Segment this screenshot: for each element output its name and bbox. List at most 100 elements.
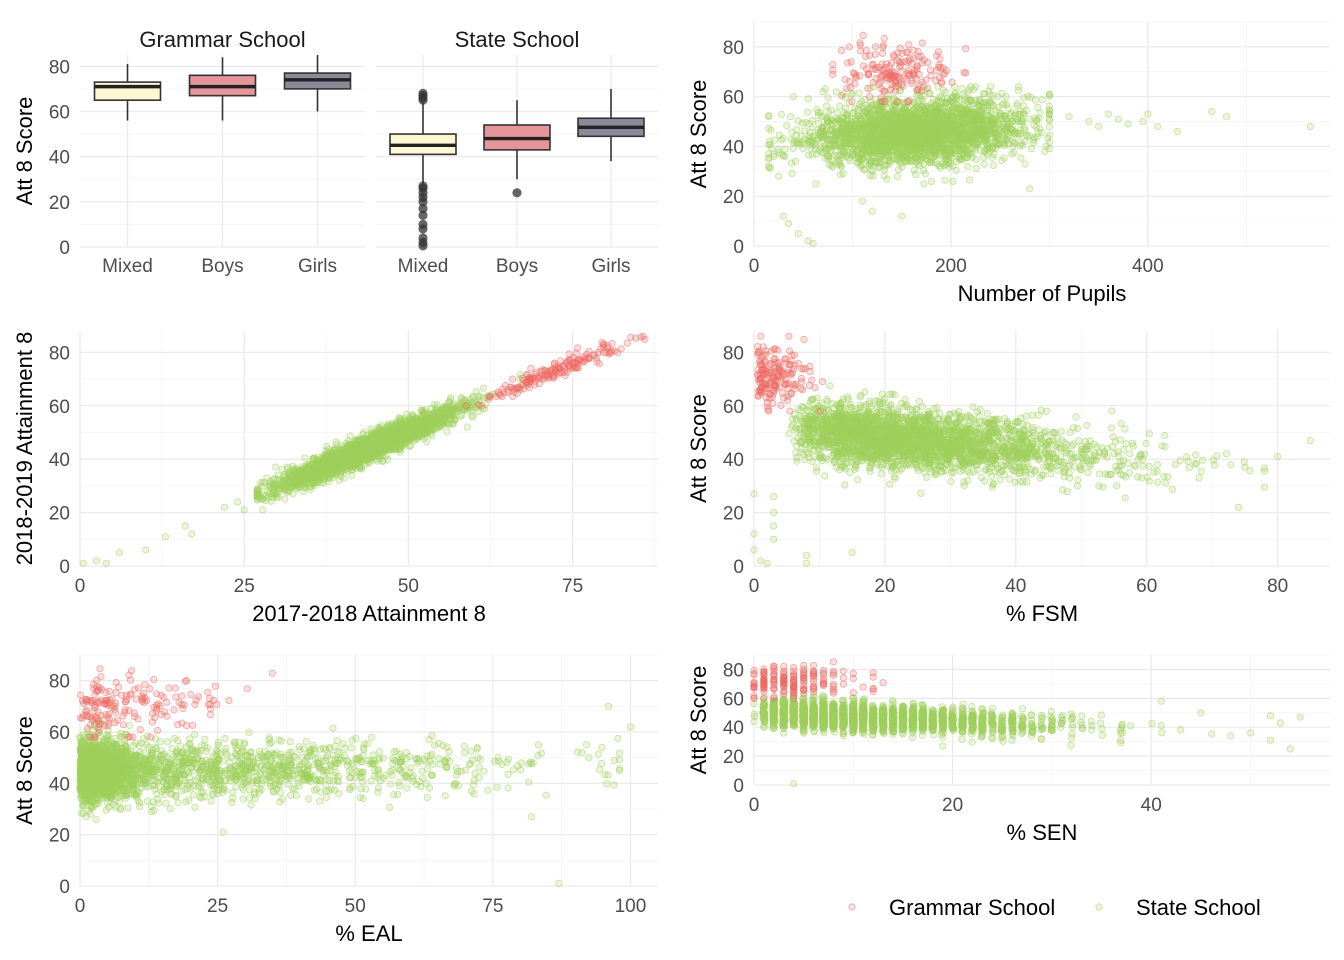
state-school-point [927, 113, 935, 121]
state-school-point [991, 106, 1000, 114]
state-school-point [831, 141, 839, 149]
state-school-point [821, 154, 829, 162]
state-school-point [896, 114, 905, 122]
state-school-point [875, 119, 883, 127]
box-boys [483, 100, 551, 198]
state-school-point [1021, 160, 1029, 168]
box-body [93, 81, 162, 101]
grammar-school-point [896, 44, 904, 52]
state-school-point [808, 116, 817, 125]
state-school-point [880, 133, 888, 141]
state-school-point [817, 108, 825, 116]
state-school-point [765, 113, 773, 121]
x-tick-label: 75 [562, 576, 583, 597]
grammar-school-point [909, 46, 918, 55]
state-school-point [941, 176, 949, 184]
state-school-point [1124, 120, 1132, 128]
state-school-point [1000, 99, 1008, 107]
state-school-point [972, 164, 980, 172]
state-school-point [959, 125, 967, 133]
y-tick-label: 20 [49, 193, 70, 214]
state-school-point [984, 106, 992, 114]
state-school-point [281, 495, 289, 503]
state-school-point [946, 160, 955, 168]
state-school-point [855, 89, 863, 97]
state-school-point [977, 124, 985, 132]
state-school-point [890, 137, 898, 146]
y-tick-label: 40 [49, 148, 70, 169]
grammar-school-point [879, 41, 888, 49]
state-school-point [274, 493, 282, 501]
state-school-point [829, 130, 838, 138]
state-school-point [1038, 96, 1046, 104]
state-school-point [1031, 114, 1039, 123]
state-school-point [1026, 132, 1034, 140]
state-school-point [889, 110, 897, 118]
state-school-point [833, 109, 841, 117]
facet-strip-label: Grammar School [139, 27, 305, 52]
grammar-school-point [948, 78, 956, 86]
y-tick-label: 20 [723, 187, 744, 208]
state-school-point [812, 180, 820, 188]
state-school-point [858, 197, 866, 205]
grammar-school-point [859, 31, 867, 40]
state-school-point [916, 130, 925, 138]
state-school-point [809, 239, 817, 248]
grammar-school-point [841, 76, 849, 84]
grammar-school-point [872, 64, 880, 72]
state-school-point [951, 89, 960, 97]
x-tick-label: Girls [298, 256, 337, 277]
state-school-point [766, 164, 775, 172]
grammar-school-point [926, 66, 935, 74]
grammar-school-point [905, 70, 913, 79]
state-school-point [1306, 122, 1314, 131]
state-school-point [1002, 120, 1010, 128]
state-school-point [963, 146, 971, 154]
state-school-point [794, 230, 802, 238]
state-school-point [1017, 154, 1025, 162]
grammar-school-point [856, 47, 865, 55]
state-school-point [808, 133, 817, 141]
gridlines [753, 21, 1330, 247]
state-school-point [1013, 102, 1021, 110]
box-outlier [512, 188, 522, 198]
state-school-point [998, 156, 1006, 164]
box-outlier [418, 88, 428, 98]
y-tick-label: 20 [49, 504, 70, 525]
state-school-point [851, 104, 859, 112]
state-school-point [793, 140, 801, 148]
grammar-school-point [881, 87, 889, 95]
state-school-point [971, 135, 979, 143]
state-school-point [1027, 145, 1036, 153]
state-school-point [781, 145, 789, 153]
y-tick-label: 80 [723, 38, 744, 59]
state-school-point [969, 114, 978, 122]
state-school-point [848, 90, 856, 99]
state-school-point [1045, 144, 1054, 153]
box-outlier [418, 204, 428, 214]
x-tick-label: 200 [935, 256, 967, 277]
state-school-point [866, 172, 875, 180]
state-school-point [803, 108, 812, 116]
state-school-point [982, 98, 990, 106]
x-tick-label: 0 [75, 576, 86, 597]
x-tick-label: 0 [749, 256, 760, 277]
state-school-point [805, 151, 813, 159]
state-school-point [1015, 110, 1023, 118]
grammar-school-point [829, 70, 837, 79]
grammar-school-point [888, 80, 896, 89]
state-school-point [899, 130, 907, 138]
state-school-point [972, 156, 980, 164]
grammar-school-point [903, 98, 911, 106]
grammar-school-point [847, 58, 855, 66]
grammar-school-point [864, 71, 872, 79]
grammar-school-point [910, 54, 918, 62]
y-axis-title: Att 8 Score [686, 80, 711, 189]
state-school-point [1095, 122, 1103, 131]
state-school-point [1104, 110, 1113, 118]
state-school-point [945, 153, 953, 161]
state-school-point [1014, 129, 1022, 137]
grammar-school-point [871, 43, 880, 51]
box-outlier [418, 210, 428, 220]
